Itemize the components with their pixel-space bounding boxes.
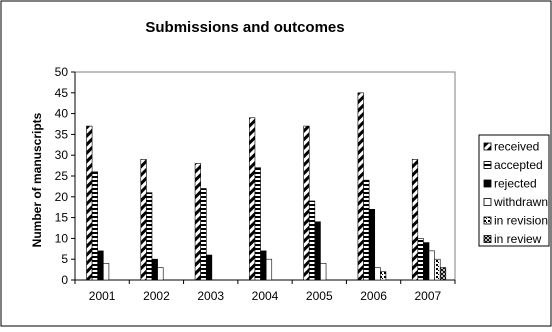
bar-rejected-2004 — [260, 250, 267, 281]
y-tick-label: 10 — [55, 231, 69, 245]
y-tick-label: 40 — [55, 107, 69, 121]
bar-accepted-2002 — [146, 192, 153, 281]
y-tick-label: 45 — [55, 86, 69, 100]
bar-withdrawn-2007 — [428, 250, 435, 281]
bar-rejected-2006 — [368, 208, 376, 281]
y-tick-label: 50 — [55, 65, 69, 79]
x-tick-label: 2001 — [89, 289, 116, 303]
bar-accepted-2003 — [200, 188, 207, 281]
x-tick-label: 2004 — [252, 289, 279, 303]
bar-withdrawn-2006 — [374, 267, 381, 281]
plot-area-border — [74, 71, 456, 281]
legend-label-in-review: in review — [494, 232, 542, 246]
bar-received-2005 — [303, 125, 310, 281]
bar-rejected-2005 — [314, 221, 321, 281]
y-tick-label: 35 — [55, 127, 69, 141]
legend-swatch-received — [483, 142, 492, 151]
legend-swatch-withdrawn — [483, 198, 492, 206]
legend-box — [478, 134, 550, 247]
bar-in-revision-2006 — [380, 271, 387, 281]
y-tick-labels: 0 5 10 15 20 25 30 35 40 45 50 — [55, 65, 69, 287]
bar-received-2004 — [249, 117, 256, 281]
bar-received-2006 — [357, 92, 364, 281]
bar-accepted-2004 — [254, 167, 261, 281]
bar-received-2002 — [140, 159, 147, 281]
bar-withdrawn-2002 — [157, 267, 164, 281]
legend: received accepted rejected withdrawn in revi… — [483, 140, 548, 246]
bar-rejected-2001 — [97, 250, 104, 281]
legend-swatch-accepted — [483, 161, 492, 169]
y-tick-label: 25 — [55, 169, 69, 183]
legend-swatch-in-review — [483, 235, 492, 243]
legend-swatch-rejected — [483, 179, 492, 188]
x-tick-label: 2006 — [360, 289, 387, 303]
bar-withdrawn-2005 — [320, 263, 327, 281]
bar-withdrawn-2001 — [103, 263, 110, 281]
legend-label-rejected: rejected — [494, 177, 537, 191]
x-tick-label: 2002 — [143, 289, 170, 303]
bar-rejected-2003 — [205, 254, 213, 281]
y-tick-label: 30 — [55, 148, 69, 162]
bar-accepted-2007 — [417, 238, 424, 281]
legend-label-accepted: accepted — [494, 158, 543, 172]
bars-group — [86, 92, 447, 281]
bar-accepted-2005 — [308, 200, 316, 281]
legend-label-in-revision: in revision — [494, 214, 548, 228]
y-tick-label: 15 — [55, 211, 69, 225]
y-tick-label: 5 — [61, 252, 68, 266]
legend-label-withdrawn: withdrawn — [493, 195, 548, 209]
bar-in-revision-2007 — [434, 258, 441, 281]
bar-in-review-2007 — [439, 267, 447, 281]
bar-received-2001 — [86, 125, 93, 281]
bar-rejected-2002 — [151, 258, 158, 281]
y-axis-label: Number of manuscripts — [30, 112, 44, 247]
x-tick-label: 2005 — [306, 289, 333, 303]
y-tick-label: 20 — [55, 190, 69, 204]
x-tick-label: 2007 — [415, 289, 442, 303]
bar-accepted-2001 — [91, 171, 98, 281]
bar-withdrawn-2004 — [265, 258, 273, 281]
bar-accepted-2006 — [363, 179, 370, 281]
bar-received-2007 — [411, 159, 419, 281]
legend-swatch-in-revision — [483, 216, 492, 225]
bar-rejected-2007 — [423, 242, 430, 281]
x-tick-label: 2003 — [197, 289, 224, 303]
x-tick-labels: 2001 2002 2003 2004 2005 2006 2007 — [89, 289, 442, 303]
chart-title: Submissions and outcomes — [145, 19, 344, 36]
bar-received-2003 — [194, 163, 201, 281]
y-tick-label: 0 — [61, 273, 68, 287]
legend-label-received: received — [494, 140, 539, 154]
